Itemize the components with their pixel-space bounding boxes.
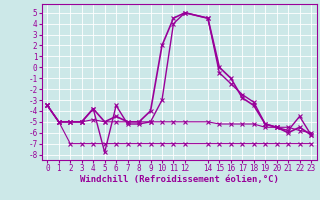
- X-axis label: Windchill (Refroidissement éolien,°C): Windchill (Refroidissement éolien,°C): [80, 175, 279, 184]
